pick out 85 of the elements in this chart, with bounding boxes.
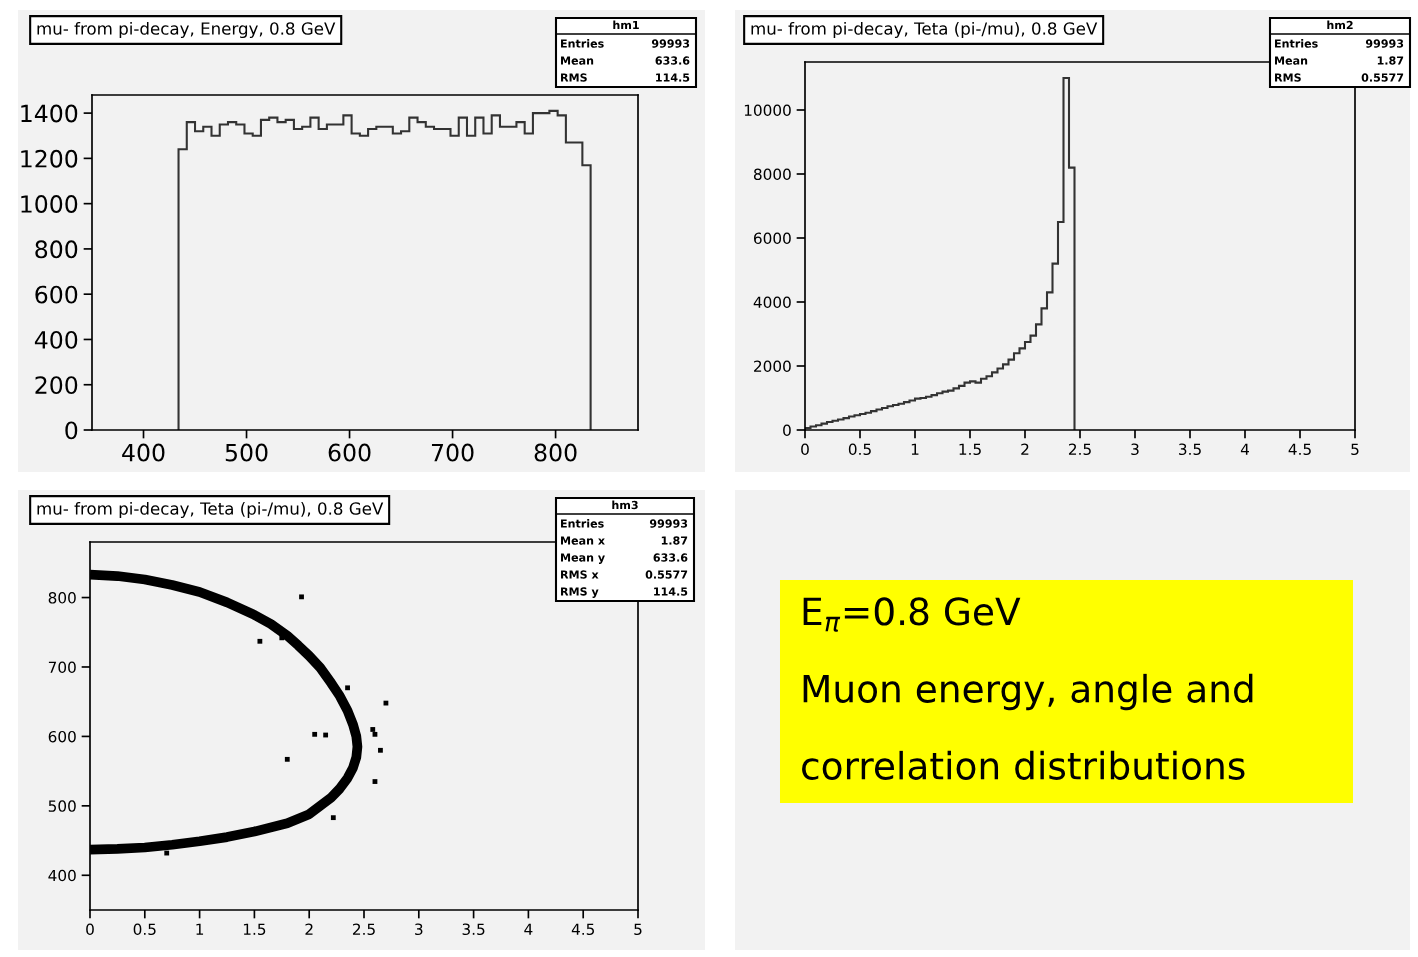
text: 0.5577 — [645, 570, 688, 579]
text: 99993 — [651, 39, 690, 48]
text: 114.5 — [656, 73, 690, 82]
annotation: Mean — [1275, 56, 1308, 65]
y-tick-label: 600 — [35, 285, 78, 304]
y-tick-label: 10000 — [744, 104, 791, 117]
text: Mean — [561, 56, 594, 65]
text: 1.87 — [661, 536, 688, 545]
x-tick-label: 0 — [801, 443, 809, 456]
y-tick-label: 500 — [48, 800, 76, 812]
y-tick-label: 0 — [65, 421, 78, 440]
text: 633.6 — [653, 553, 688, 562]
text: hm3 — [612, 500, 638, 510]
y-tick-label: 1000 — [21, 195, 78, 213]
text: Entries — [561, 39, 604, 48]
x-tick-label: 5 — [1351, 443, 1359, 456]
x-tick-label: 0 — [86, 923, 94, 936]
x-tick-label: 1 — [196, 923, 204, 935]
x-tick-label: 1 — [911, 443, 919, 455]
point — [345, 685, 350, 691]
x-tick-label: 4 — [1240, 443, 1249, 455]
x-tick-label: 4 — [524, 923, 533, 935]
text: E$_{π}$=0.8 GeV — [803, 597, 1021, 632]
x-tick-label: 2.5 — [1068, 443, 1091, 456]
x-tick-label: 800 — [534, 443, 577, 462]
y-tick-label: 1200 — [21, 149, 78, 168]
x-tick-label: 3.5 — [462, 923, 485, 936]
annotation: Mean y — [561, 553, 605, 564]
y-tick-label: 2000 — [754, 360, 791, 373]
y-tick-label: 1400 — [21, 104, 78, 123]
y-tick-label: 800 — [48, 592, 76, 604]
point — [299, 594, 304, 600]
x-tick-label: 5 — [634, 923, 642, 936]
x-tick-label: 1.5 — [959, 443, 981, 456]
x-tick-label: 400 — [122, 443, 165, 462]
x-tick-label: 2.5 — [352, 923, 375, 936]
text: 99993 — [1365, 39, 1404, 48]
chart-title: mu- from pi-decay, Teta (pi-/mu), 0.8 GeV — [37, 501, 384, 519]
x-tick-label: 2 — [1021, 443, 1029, 455]
x-tick-label: 3.5 — [1179, 443, 1201, 456]
point — [330, 815, 336, 821]
point — [312, 731, 318, 737]
x-tick-label: 0.5 — [133, 923, 156, 936]
x-tick-label: 4.5 — [571, 923, 595, 936]
chart-title: mu- from pi-decay, Teta (pi-/mu), 0.8 GeV — [751, 21, 1098, 39]
text: hm2 — [1327, 20, 1353, 30]
y-tick-label: 8000 — [753, 168, 791, 181]
text: Entries — [561, 519, 604, 528]
x-tick-label: 600 — [328, 443, 371, 462]
y-tick-label: 400 — [34, 330, 78, 349]
text: 633.6 — [655, 56, 690, 65]
x-tick-label: 500 — [225, 443, 268, 462]
annotation: Mean x — [561, 536, 605, 545]
y-tick-label: 600 — [48, 730, 76, 743]
text: correlation distributions — [802, 750, 1245, 780]
x-tick-label: 4.5 — [1288, 443, 1311, 456]
text: Muon energy, angle and — [803, 673, 1253, 711]
x-tick-label: 3 — [415, 923, 423, 936]
y-tick-label: 800 — [35, 240, 78, 259]
y-tick-label: 4000 — [753, 296, 791, 309]
text: hm1 — [613, 20, 639, 30]
chart-title: mu- from pi-decay, Energy, 0.8 GeV — [37, 21, 336, 39]
annotation: RMS x — [561, 570, 599, 579]
y-tick-label: 0 — [783, 424, 791, 437]
text: 0.5577 — [1361, 73, 1404, 82]
x-tick-label: 0.5 — [848, 443, 871, 456]
point — [378, 747, 383, 753]
text: RMS — [561, 73, 587, 82]
text: Entries — [1275, 39, 1318, 48]
x-tick-label: 1.5 — [243, 923, 266, 936]
y-tick-label: 400 — [48, 869, 76, 882]
point — [257, 638, 263, 644]
x-tick-label: 2 — [305, 923, 313, 935]
y-tick-label: 700 — [48, 661, 76, 673]
text: 114.5 — [654, 587, 688, 596]
x-tick-label: 3 — [1131, 443, 1139, 456]
annotation: RMS y — [561, 587, 599, 598]
point — [370, 727, 376, 732]
x-tick-label: 700 — [431, 443, 474, 462]
y-tick-label: 6000 — [753, 232, 791, 245]
y-tick-label: 200 — [35, 376, 78, 395]
text: 99993 — [649, 519, 688, 528]
text: 1.87 — [1377, 56, 1404, 65]
annotation: RMS — [1275, 73, 1301, 82]
point — [284, 756, 290, 762]
